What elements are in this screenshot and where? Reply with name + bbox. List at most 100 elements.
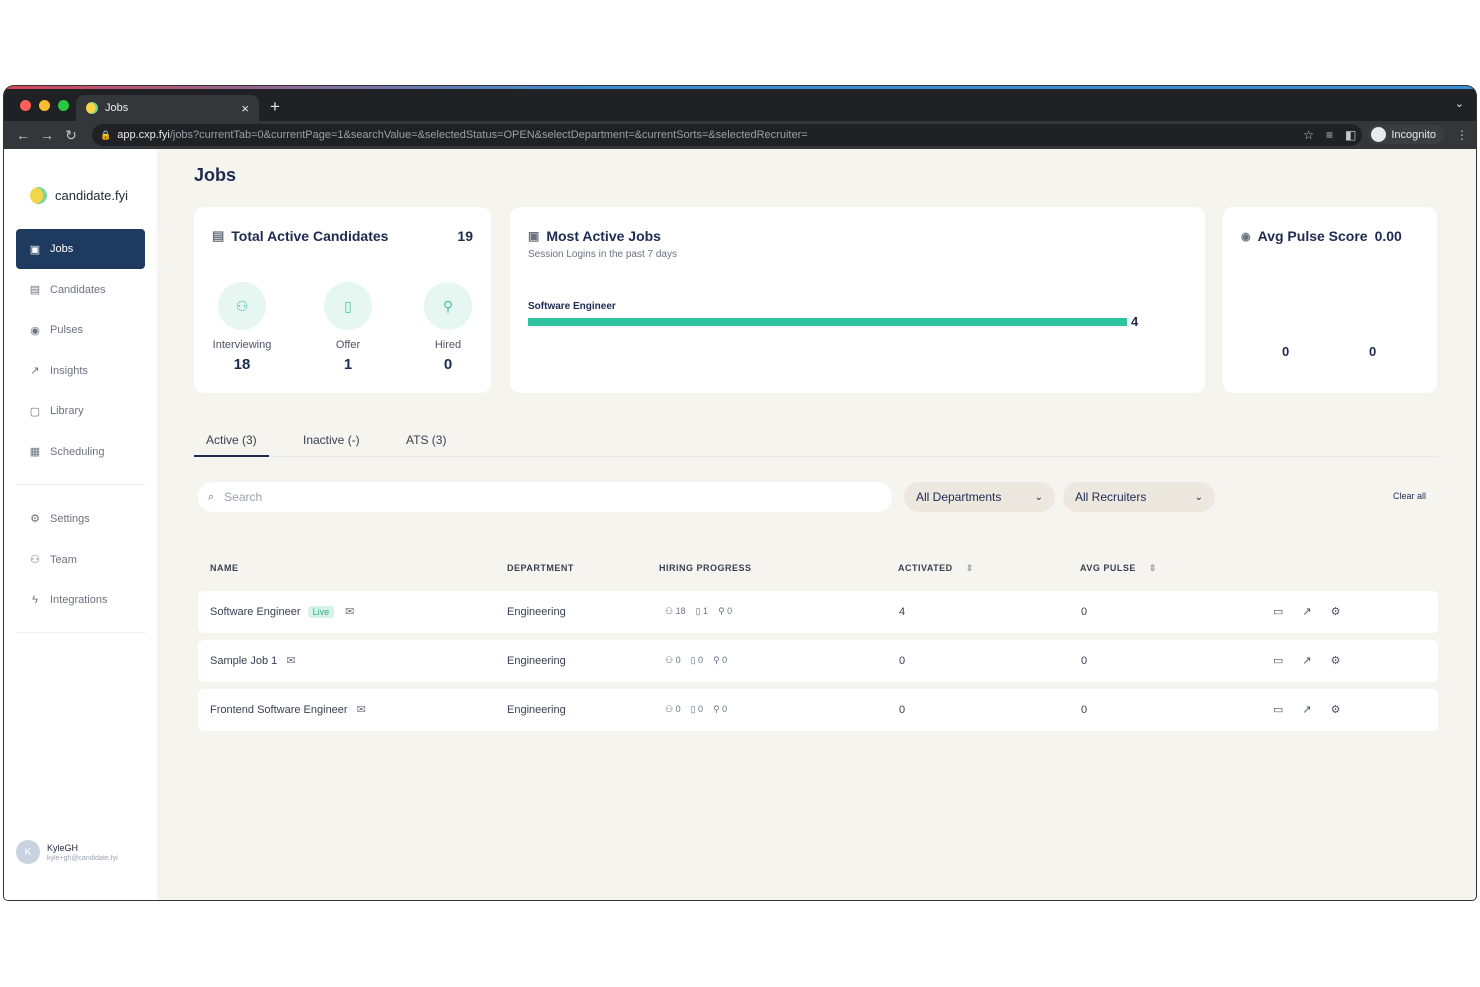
users-icon: ⚇ <box>665 655 676 665</box>
job-name[interactable]: Frontend Software Engineer <box>210 704 348 716</box>
sidebar-divider <box>16 632 145 634</box>
sidebar-item-library[interactable]: ▢ Library <box>16 391 145 431</box>
close-tab-icon[interactable]: × <box>241 100 249 116</box>
search-box: ⌕ <box>198 482 892 512</box>
chevron-down-icon: ⌄ <box>1034 491 1043 503</box>
minimize-window-button[interactable] <box>39 100 50 111</box>
pulse-icon: ◉ <box>30 324 40 337</box>
external-link-icon[interactable]: ↗ <box>1302 606 1312 618</box>
sidebar-item-integrations[interactable]: ϟ Integrations <box>16 580 145 620</box>
recruiter-select[interactable]: All Recruiters ⌄ <box>1063 482 1215 512</box>
monitor-icon[interactable]: ▭ <box>1273 606 1284 618</box>
users-icon: ⚇ <box>665 704 676 714</box>
new-tab-button[interactable]: + <box>270 97 280 116</box>
column-header-label: AVG PULSE <box>1080 563 1136 573</box>
count-value: 0 <box>698 704 704 714</box>
sidebar-menu: ▣ Jobs ▤ Candidates ◉ Pulses ↗ Insights … <box>16 229 145 647</box>
tab-ats[interactable]: ATS (3) <box>406 433 447 447</box>
count-value: 0 <box>675 655 681 665</box>
bar-fill[interactable] <box>528 318 1127 326</box>
back-icon[interactable]: ← <box>16 127 30 143</box>
brand[interactable]: candidate.fyi <box>30 187 128 204</box>
monitor-icon[interactable]: ▭ <box>1273 655 1284 667</box>
pulse-score: 0.00 <box>1374 228 1402 244</box>
clear-all-button[interactable]: Clear all <box>1392 491 1426 501</box>
avatar: K <box>16 840 40 864</box>
job-tabs: Active (3) Inactive (-) ATS (3) <box>194 425 1438 457</box>
url-host: app.cxp.fyi <box>117 129 170 141</box>
search-input[interactable] <box>224 490 865 504</box>
forward-icon[interactable]: → <box>40 127 54 143</box>
browser-window: Jobs × + ⌄ ← → ↻ 🔒 app.cxp.fyi/jobs?curr… <box>4 86 1476 900</box>
offer-count: ▯ 0 <box>691 655 703 666</box>
card-title: Avg Pulse Score <box>1257 228 1368 244</box>
table-row[interactable]: Frontend Software Engineer ✉ Engineering… <box>198 689 1438 731</box>
count-value: 0 <box>727 606 733 616</box>
chart-icon: ↗ <box>30 365 40 378</box>
side-panel-icon[interactable]: ◧ <box>1345 127 1357 142</box>
id-card-icon: ▤ <box>29 284 41 297</box>
table-row[interactable]: Sample Job 1 ✉ Engineering ⚇ 0 ▯ 0 ⚲ 0 0… <box>198 640 1438 682</box>
browser-menu-icon[interactable]: ⋮ <box>1456 127 1468 142</box>
sidebar-item-scheduling[interactable]: ▦ Scheduling <box>16 432 145 472</box>
column-header-activated[interactable]: ACTIVATED ⇕ <box>898 563 974 574</box>
bar-value: 4 <box>1131 314 1139 329</box>
reload-icon[interactable]: ↻ <box>65 126 77 143</box>
search-icon: ⌕ <box>208 490 215 503</box>
avg-pulse-cell: 0 <box>1081 704 1088 716</box>
mail-icon[interactable]: ✉ <box>286 655 296 667</box>
url-field[interactable]: 🔒 app.cxp.fyi/jobs?currentTab=0&currentP… <box>92 124 1362 146</box>
job-name[interactable]: Software Engineer <box>210 606 301 618</box>
page-title: Jobs <box>194 165 237 185</box>
pulse-value-right: 0 <box>1369 344 1377 359</box>
calendar-icon: ▦ <box>29 446 41 459</box>
gear-icon[interactable]: ⚙ <box>1330 655 1341 667</box>
hiring-progress-cell: ⚇ 0 ▯ 0 ⚲ 0 <box>665 704 727 715</box>
column-header-name: NAME <box>210 563 239 573</box>
user-profile[interactable]: K KyleGH kyle+gh@candidate.fyi <box>16 840 118 864</box>
monitor-icon[interactable]: ▭ <box>1273 704 1284 716</box>
maximize-window-button[interactable] <box>58 100 69 111</box>
gear-icon[interactable]: ⚙ <box>1330 606 1341 618</box>
external-link-icon[interactable]: ↗ <box>1302 704 1312 716</box>
sidebar-item-pulses[interactable]: ◉ Pulses <box>16 310 145 350</box>
browser-tab[interactable]: Jobs × <box>76 95 259 121</box>
sidebar-item-settings[interactable]: ⚙ Settings <box>16 499 145 539</box>
column-header-avg-pulse[interactable]: AVG PULSE ⇕ <box>1080 563 1157 574</box>
department-select[interactable]: All Departments ⌄ <box>904 482 1055 512</box>
card-title: Most Active Jobs <box>546 228 661 244</box>
sidebar-item-candidates[interactable]: ▤ Candidates <box>16 270 145 310</box>
gear-icon[interactable]: ⚙ <box>1330 704 1341 716</box>
incognito-badge[interactable]: Incognito <box>1368 125 1444 144</box>
sort-icon[interactable]: ⇕ <box>965 563 974 573</box>
sidebar-item-insights[interactable]: ↗ Insights <box>16 351 145 391</box>
sidebar-item-team[interactable]: ⚇ Team <box>16 540 145 580</box>
bookmark-star-icon[interactable]: ☆ <box>1303 127 1314 142</box>
briefcase-icon: ▣ <box>29 243 41 256</box>
document-icon: ▯ <box>690 704 699 714</box>
tab-search-icon[interactable]: ⌄ <box>1454 98 1464 110</box>
mail-icon[interactable]: ✉ <box>356 704 366 716</box>
user-name: KyleGH <box>47 842 79 853</box>
job-name-cell: Frontend Software Engineer ✉ <box>210 703 366 716</box>
sidebar-item-label: Insights <box>50 364 88 377</box>
total-candidates-card: ▤ Total Active Candidates 19 ⚇ Interview… <box>194 207 491 393</box>
job-name[interactable]: Sample Job 1 <box>210 655 278 667</box>
interviewing-count: ⚇ 18 <box>665 606 686 617</box>
document-icon: ▯ <box>690 655 699 665</box>
bar-track <box>528 318 1127 326</box>
sidebar-item-label: Integrations <box>50 594 108 607</box>
favicon-icon <box>86 102 98 114</box>
mail-icon[interactable]: ✉ <box>345 606 355 618</box>
sidebar-item-label: Jobs <box>50 243 74 255</box>
table-row[interactable]: Software Engineer Live ✉ Engineering ⚇ 1… <box>198 591 1438 633</box>
tab-inactive[interactable]: Inactive (-) <box>303 433 360 447</box>
close-window-button[interactable] <box>20 100 31 111</box>
external-link-icon[interactable]: ↗ <box>1302 655 1312 667</box>
sidebar-item-jobs[interactable]: ▣ Jobs <box>16 229 145 269</box>
card-header: ◉ Avg Pulse Score 0.00 <box>1241 228 1402 244</box>
sort-icon[interactable]: ⇕ <box>1148 563 1157 573</box>
stat-value: 18 <box>233 356 251 373</box>
reading-list-icon[interactable]: ≡ <box>1325 127 1333 142</box>
tab-active[interactable]: Active (3) <box>194 433 269 457</box>
